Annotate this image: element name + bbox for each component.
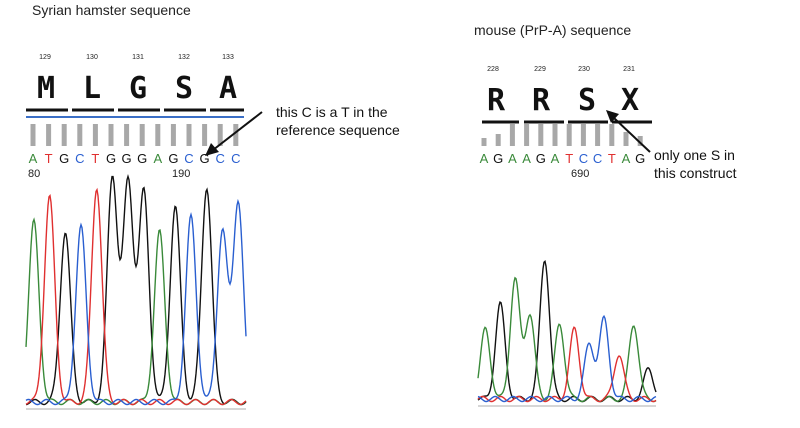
- left-codon-numbers: 129 130 131 132 133: [39, 54, 234, 61]
- quality-bar: [609, 124, 615, 146]
- base-call: T: [45, 151, 53, 166]
- trace-t: [25, 187, 247, 406]
- left-annotation-arrow: [205, 111, 263, 156]
- base-call: C: [75, 151, 84, 166]
- right-annotation: only one S in this construct: [654, 147, 737, 181]
- codon-number: 131: [132, 54, 144, 61]
- left-panel-title: Syrian hamster sequence: [32, 2, 191, 18]
- right-annotation-arrow: [606, 110, 651, 153]
- quality-bar: [538, 124, 544, 146]
- right-codon-numbers: 228 229 230 231: [487, 66, 635, 73]
- quality-bar: [623, 132, 629, 146]
- base-call: C: [579, 151, 588, 166]
- position-label: 80: [28, 168, 40, 180]
- quality-bar: [580, 124, 586, 146]
- position-label: 190: [172, 168, 190, 180]
- quality-bar: [217, 124, 223, 146]
- base-call: G: [106, 151, 116, 166]
- quality-bar: [124, 124, 130, 146]
- right-amino-acids: R R S X: [487, 83, 639, 118]
- base-call: T: [91, 151, 99, 166]
- quality-bar: [637, 136, 643, 146]
- amino-acid-letter: X: [621, 83, 639, 118]
- trace-t: [477, 326, 657, 403]
- position-label: 690: [571, 168, 589, 180]
- quality-bar: [170, 124, 176, 146]
- base-call: G: [493, 151, 503, 166]
- left-trace: [25, 174, 247, 406]
- amino-acid-letter: M: [37, 71, 55, 106]
- quality-bar: [595, 124, 601, 146]
- amino-acid-letter: R: [487, 83, 506, 118]
- right-quality-bars: [481, 124, 643, 146]
- quality-bar: [566, 124, 572, 146]
- quality-bar: [481, 138, 487, 146]
- trace-g: [25, 174, 247, 406]
- codon-number: 129: [39, 54, 51, 61]
- quality-bar: [552, 124, 558, 146]
- base-call: A: [508, 151, 517, 166]
- codon-number: 228: [487, 66, 499, 73]
- right-panel-title: mouse (PrP-A) sequence: [474, 22, 632, 38]
- left-quality-bars: [30, 124, 239, 146]
- quality-bar: [77, 124, 83, 146]
- base-call: G: [200, 151, 210, 166]
- quality-bar: [509, 124, 515, 146]
- left-annotation: this C is a T in the reference sequence: [276, 104, 400, 138]
- base-call: C: [231, 151, 240, 166]
- right-trace: [477, 259, 657, 403]
- quality-bar: [139, 124, 145, 146]
- quality-bar: [202, 124, 208, 146]
- base-call: C: [593, 151, 602, 166]
- base-call: A: [480, 151, 489, 166]
- base-call: C: [184, 151, 193, 166]
- base-call: G: [536, 151, 546, 166]
- base-call: T: [608, 151, 616, 166]
- codon-number: 132: [178, 54, 190, 61]
- base-call: G: [122, 151, 132, 166]
- amino-acid-letter: R: [532, 83, 551, 118]
- quality-bar: [108, 124, 114, 146]
- codon-number: 231: [623, 66, 635, 73]
- quality-bar: [92, 124, 98, 146]
- codon-number: 229: [534, 66, 546, 73]
- base-call: A: [522, 151, 531, 166]
- quality-bar: [524, 124, 530, 146]
- amino-acid-letter: L: [83, 71, 101, 106]
- base-call: A: [622, 151, 631, 166]
- quality-bar: [155, 124, 161, 146]
- quality-bar: [30, 124, 36, 146]
- base-call: G: [635, 151, 645, 166]
- base-call: T: [565, 151, 573, 166]
- base-call: A: [153, 151, 162, 166]
- quality-bar: [46, 124, 52, 146]
- quality-bar: [61, 124, 67, 146]
- base-call: G: [59, 151, 69, 166]
- quality-bar: [233, 124, 239, 146]
- codon-number: 230: [578, 66, 590, 73]
- amino-acid-letter: G: [129, 71, 147, 106]
- base-call: G: [137, 151, 147, 166]
- base-call: A: [551, 151, 560, 166]
- quality-bar: [495, 134, 501, 146]
- codon-number: 130: [86, 54, 98, 61]
- base-call: A: [29, 151, 38, 166]
- trace-c: [477, 314, 657, 403]
- base-call: G: [168, 151, 178, 166]
- trace-c: [25, 198, 247, 406]
- amino-acid-letter: A: [219, 71, 237, 106]
- quality-bar: [186, 124, 192, 146]
- amino-acid-letter: S: [578, 83, 596, 118]
- codon-number: 133: [222, 54, 234, 61]
- amino-acid-letter: S: [175, 71, 193, 106]
- base-call: C: [216, 151, 225, 166]
- left-amino-acids: M L G S A: [37, 71, 237, 106]
